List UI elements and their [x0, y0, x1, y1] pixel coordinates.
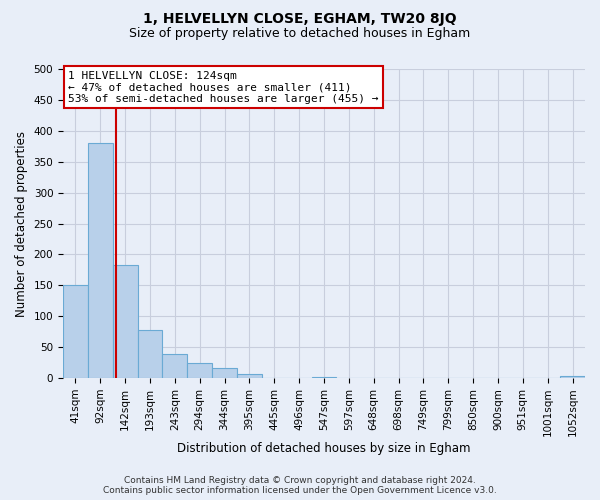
Bar	[212, 368, 237, 378]
Bar	[237, 374, 262, 378]
Text: 1, HELVELLYN CLOSE, EGHAM, TW20 8JQ: 1, HELVELLYN CLOSE, EGHAM, TW20 8JQ	[143, 12, 457, 26]
Bar	[113, 265, 137, 378]
Bar	[187, 362, 212, 378]
Bar	[88, 143, 113, 378]
Bar	[163, 354, 187, 378]
Bar	[560, 376, 585, 378]
X-axis label: Distribution of detached houses by size in Egham: Distribution of detached houses by size …	[177, 442, 471, 455]
Y-axis label: Number of detached properties: Number of detached properties	[15, 130, 28, 316]
Bar	[63, 286, 88, 378]
Bar	[311, 377, 337, 378]
Text: 1 HELVELLYN CLOSE: 124sqm
← 47% of detached houses are smaller (411)
53% of semi: 1 HELVELLYN CLOSE: 124sqm ← 47% of detac…	[68, 70, 379, 104]
Bar	[137, 330, 163, 378]
Text: Contains HM Land Registry data © Crown copyright and database right 2024.
Contai: Contains HM Land Registry data © Crown c…	[103, 476, 497, 495]
Text: Size of property relative to detached houses in Egham: Size of property relative to detached ho…	[130, 28, 470, 40]
